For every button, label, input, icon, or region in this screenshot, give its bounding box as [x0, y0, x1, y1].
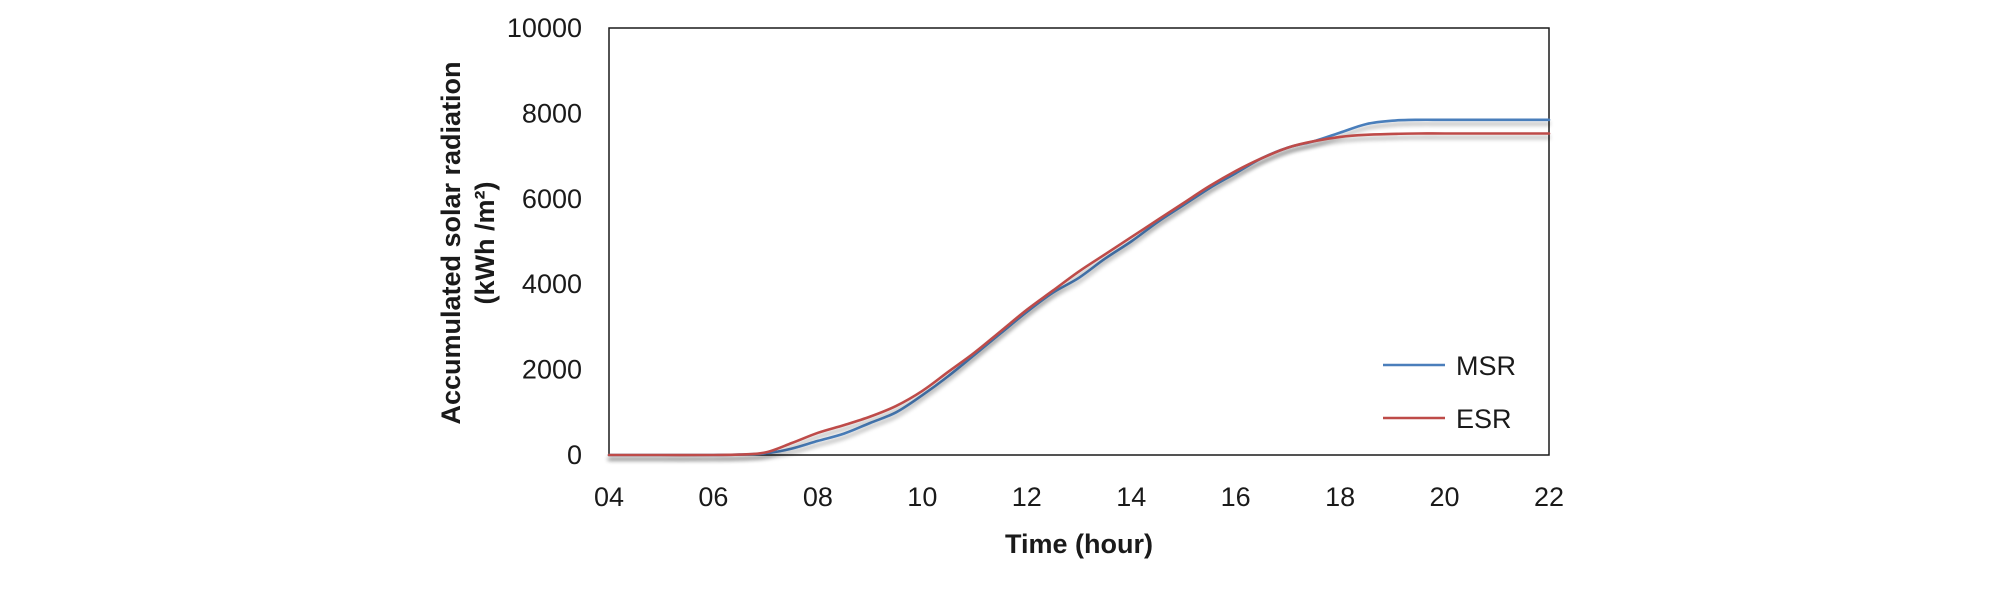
x-tick-label: 18: [1325, 482, 1355, 512]
x-tick-label: 04: [594, 482, 624, 512]
y-axis-ticks: 0 2000 4000 6000 8000 10000: [507, 13, 582, 470]
x-axis-ticks: 04 06 08 10 12 14 16 18 20 22: [594, 482, 1564, 512]
y-tick-label: 10000: [507, 13, 582, 43]
y-axis-title-line1: Accumulated solar radiation: [436, 61, 466, 424]
x-tick-label: 14: [1116, 482, 1146, 512]
x-tick-label: 22: [1534, 482, 1564, 512]
y-axis-title: Accumulated solar radiation (kWh /m²): [436, 61, 500, 424]
y-tick-label: 8000: [522, 98, 582, 128]
legend: MSR ESR: [1383, 351, 1516, 434]
x-axis-title: Time (hour): [1005, 529, 1153, 559]
x-tick-label: 12: [1012, 482, 1042, 512]
plot-area: [608, 27, 1550, 456]
y-tick-label: 4000: [522, 269, 582, 299]
y-tick-label: 6000: [522, 184, 582, 214]
series-line-esr: [607, 132, 1551, 457]
x-tick-label: 08: [803, 482, 833, 512]
x-tick-label: 10: [907, 482, 937, 512]
series-line-msr: [607, 118, 1551, 457]
y-tick-label: 0: [567, 440, 582, 470]
x-tick-label: 16: [1221, 482, 1251, 512]
legend-label-esr: ESR: [1456, 404, 1512, 434]
y-tick-label: 2000: [522, 355, 582, 385]
x-tick-label: 20: [1430, 482, 1460, 512]
y-axis-title-unit: (kWh /m²): [470, 182, 500, 305]
series-layer: [607, 118, 1551, 457]
legend-label-msr: MSR: [1456, 351, 1516, 381]
x-tick-label: 06: [698, 482, 728, 512]
